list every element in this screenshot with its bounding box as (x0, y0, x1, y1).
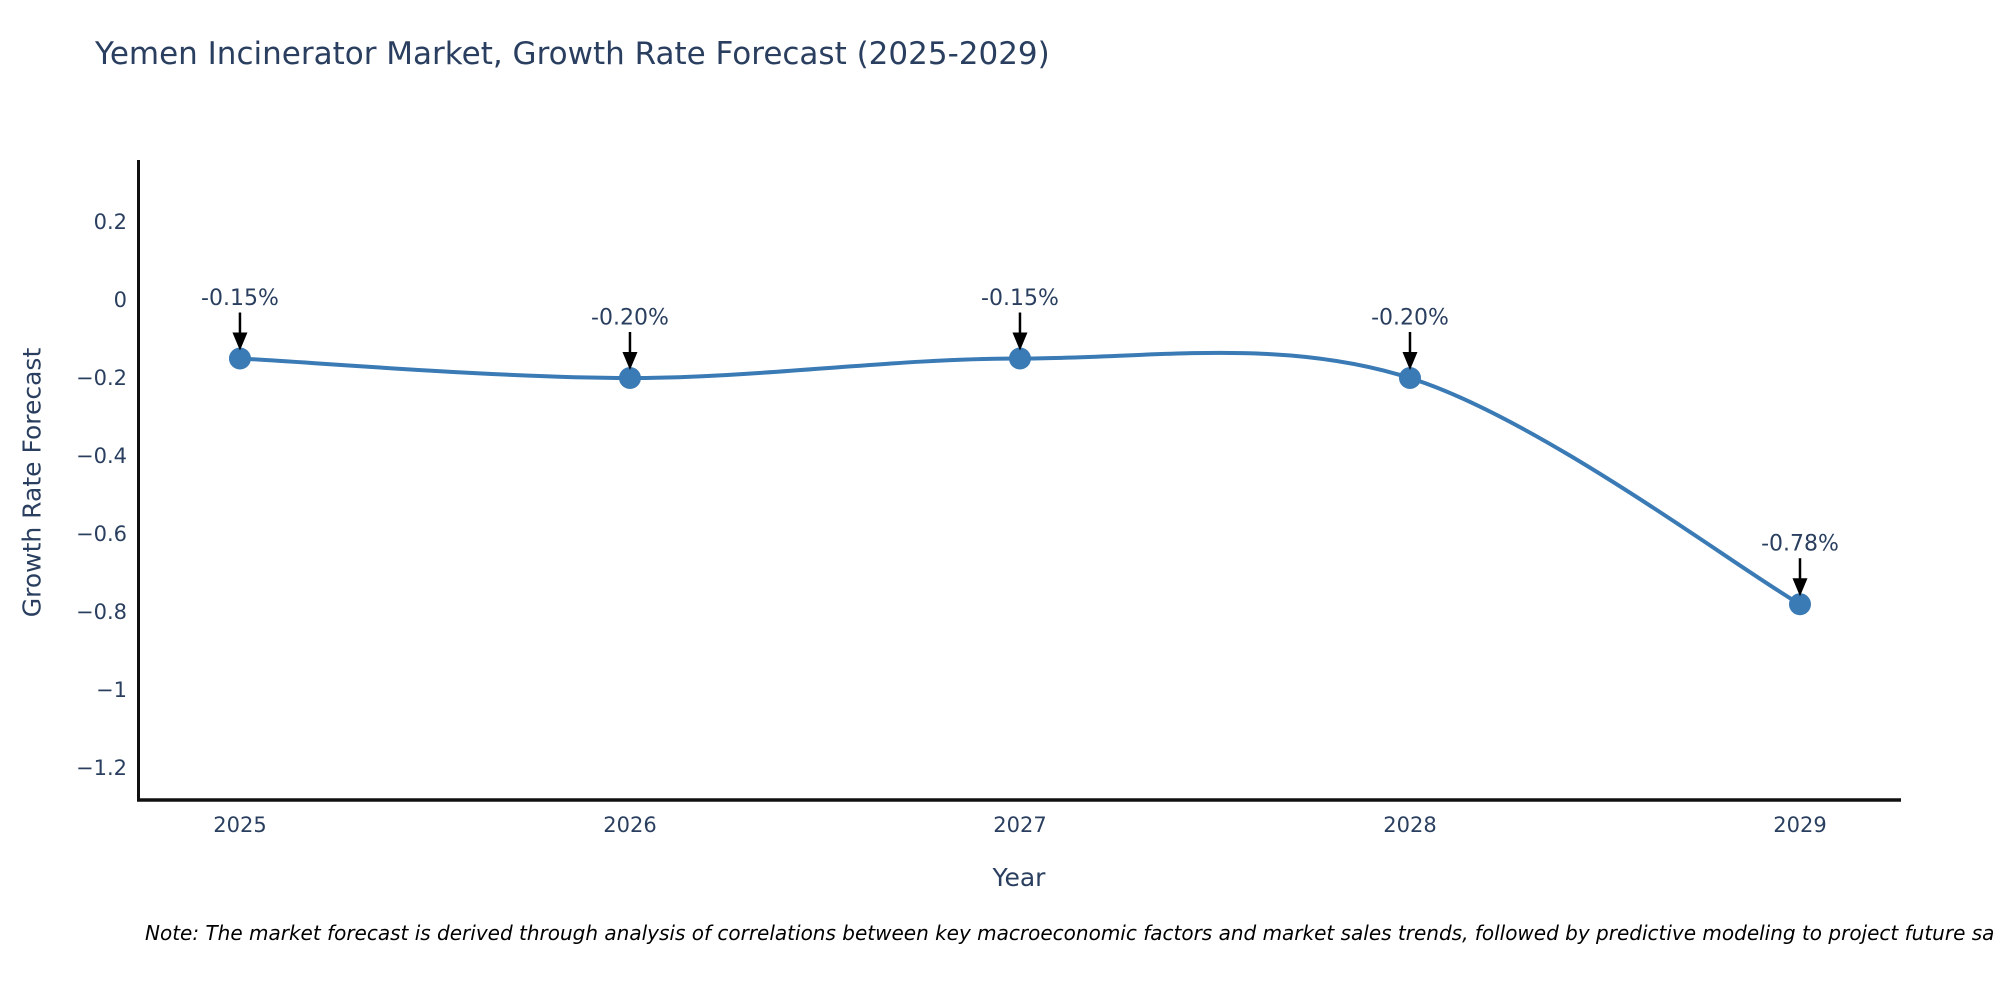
annotation-label: -0.20% (1371, 306, 1449, 331)
y-tick-label: −0.8 (76, 600, 127, 624)
y-tick-label: 0.2 (94, 210, 127, 234)
annotation-label: -0.15% (981, 286, 1059, 311)
data-point-2025[interactable] (228, 347, 251, 370)
y-tick-label: 0 (114, 288, 127, 312)
forecast-line (239, 350, 1801, 606)
x-axis-title: Year (992, 863, 1046, 892)
footnote: Note: The market forecast is derived thr… (145, 921, 1995, 945)
annotation-label: -0.78% (1761, 532, 1839, 557)
y-tick-label: −0.4 (76, 444, 127, 468)
y-tick-label: −1 (96, 678, 127, 702)
annotation-arrowhead (232, 332, 248, 351)
x-tick-label: 2029 (1773, 813, 1826, 837)
data-point-2026[interactable] (618, 367, 641, 390)
annotation-arrowhead (1012, 332, 1028, 351)
annotation-arrowhead (1402, 352, 1418, 371)
x-tick-label: 2027 (993, 813, 1046, 837)
x-tick-label: 2028 (1383, 813, 1436, 837)
y-tick-label: −1.2 (76, 756, 127, 780)
data-point-2029[interactable] (1788, 593, 1811, 616)
y-axis-title: Growth Rate Forecast (17, 347, 47, 618)
annotation-arrowhead (622, 352, 638, 371)
x-tick-label: 2025 (213, 813, 266, 837)
annotation-arrowhead (1792, 578, 1808, 597)
data-point-2027[interactable] (1008, 347, 1031, 370)
chart-title: Yemen Incinerator Market, Growth Rate Fo… (95, 36, 1050, 72)
y-tick-label: −0.2 (76, 366, 127, 390)
y-tick-label: −0.6 (76, 522, 127, 546)
annotation-label: -0.15% (201, 286, 279, 311)
x-tick-label: 2026 (603, 813, 656, 837)
annotation-label: -0.20% (591, 306, 669, 331)
data-point-2028[interactable] (1398, 367, 1421, 390)
